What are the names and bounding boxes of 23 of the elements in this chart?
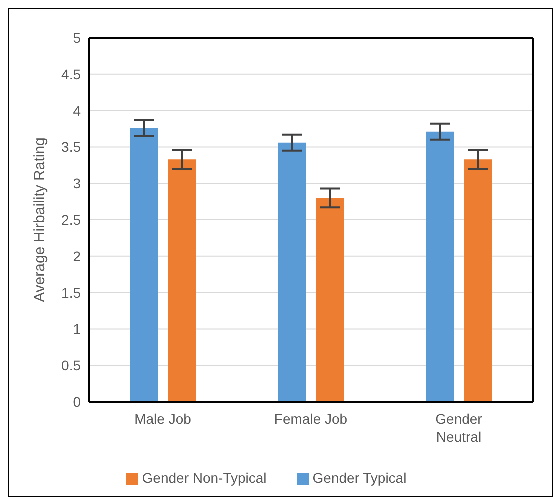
y-axis-title: Average Hirbaility Rating [31, 138, 48, 302]
y-tick-label: 2 [73, 248, 82, 264]
legend-label: Gender Non-Typical [142, 470, 267, 486]
x-tick-label: Female Job [274, 411, 348, 427]
y-tick-label: 4.5 [62, 66, 82, 82]
legend-label: Gender Typical [312, 470, 407, 486]
y-tick-label: 4 [73, 102, 82, 119]
y-tick-label: 1 [73, 321, 82, 338]
y-tick-label: 2.5 [62, 212, 82, 228]
y-tick-label: 0 [73, 394, 82, 410]
bar [130, 128, 158, 402]
y-tick-label: 3.5 [62, 139, 82, 156]
y-tick-label: 1.5 [62, 284, 82, 301]
y-tick-label: 0.5 [62, 358, 82, 374]
y-tick-label: 3 [73, 176, 82, 192]
bar [278, 142, 306, 402]
bar [464, 160, 492, 402]
bar [168, 160, 196, 402]
x-tick-label: Gender Neutral [436, 411, 483, 445]
x-tick-label: Male Job [134, 411, 192, 427]
bar [316, 198, 344, 402]
bar [426, 132, 454, 402]
y-tick-label: 5 [73, 30, 82, 46]
